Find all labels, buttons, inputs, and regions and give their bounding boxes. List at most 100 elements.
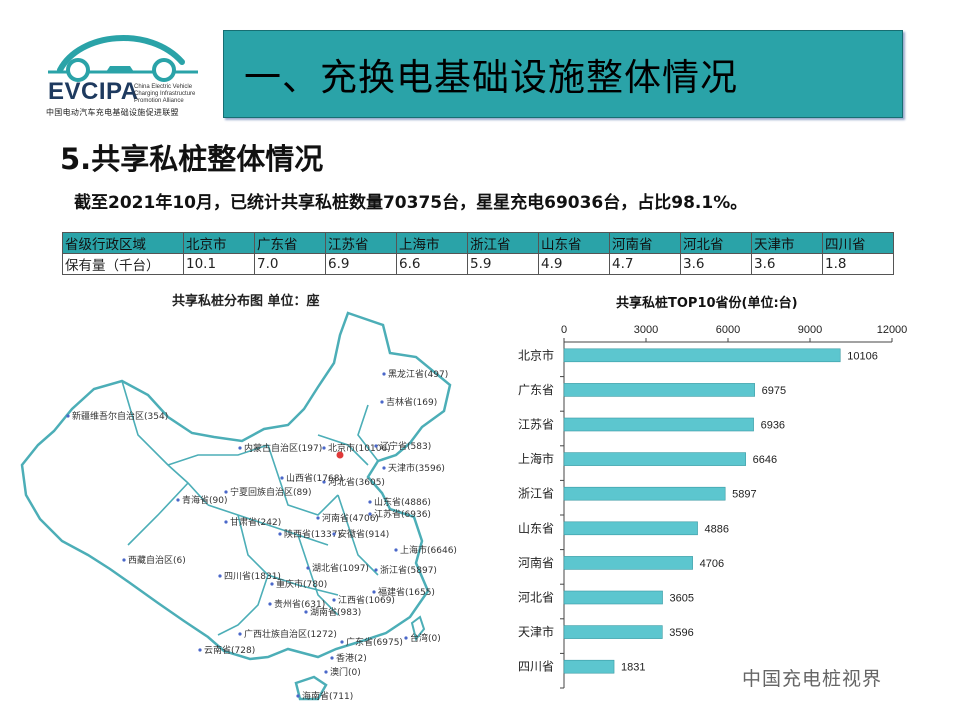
map-point bbox=[382, 372, 386, 376]
category-label: 上海市 bbox=[518, 451, 554, 466]
map-point bbox=[380, 400, 384, 404]
map-label: 江苏省(6936) bbox=[374, 508, 431, 520]
category-label: 浙江省 bbox=[518, 487, 554, 501]
table-header-cell: 江苏省 bbox=[325, 232, 397, 254]
bar bbox=[563, 659, 615, 674]
map-point bbox=[332, 598, 336, 602]
map-label: 湖北省(1097) bbox=[312, 562, 369, 574]
bar bbox=[563, 556, 693, 570]
map-label: 新疆维吾尔自治区(354) bbox=[72, 410, 168, 422]
map-label: 广西壮族自治区(1272) bbox=[244, 628, 337, 640]
chart-title: 共享私桩TOP10省份(单位:台) bbox=[616, 296, 798, 311]
table-header-cell: 四川省 bbox=[822, 232, 894, 254]
map-point bbox=[66, 414, 70, 418]
map-point bbox=[176, 498, 180, 502]
data-label: 5897 bbox=[732, 489, 756, 501]
summary-text: 截至2021年10月，已统计共享私桩数量70375台，星星充电69036台，占比… bbox=[74, 193, 748, 213]
map-point bbox=[394, 548, 398, 552]
table-cell: 1.8 bbox=[822, 253, 894, 275]
logo-chinese: 中国电动汽车充电基础设施促进联盟 bbox=[46, 108, 179, 117]
x-tick-label: 3000 bbox=[634, 324, 658, 336]
category-label: 四川省 bbox=[518, 660, 554, 674]
logo-english: China Electric Vehicle Charging Infrastru… bbox=[134, 84, 196, 104]
table-cell: 6.9 bbox=[325, 253, 397, 275]
map-point bbox=[304, 610, 308, 614]
map-label: 山西省(1768) bbox=[286, 472, 343, 484]
map-label: 贵州省(631) bbox=[274, 598, 325, 610]
table-cell: 3.6 bbox=[751, 253, 823, 275]
data-label: 10106 bbox=[847, 350, 878, 362]
map-point bbox=[374, 444, 378, 448]
data-label: 3605 bbox=[670, 593, 694, 605]
logo-name: EVCIPA bbox=[48, 78, 139, 105]
table-header-cell: 上海市 bbox=[396, 232, 468, 254]
map-label: 天津市(3596) bbox=[388, 462, 445, 474]
map-point bbox=[404, 636, 408, 640]
map-point bbox=[270, 582, 274, 586]
bar bbox=[563, 521, 698, 536]
bar bbox=[563, 625, 663, 639]
map-label: 湖南省(983) bbox=[310, 606, 361, 618]
map-label: 陕西省(1337) bbox=[284, 528, 341, 540]
table-header-cell: 山东省 bbox=[538, 232, 610, 254]
map-label: 西藏自治区(6) bbox=[128, 554, 186, 566]
x-tick-label: 9000 bbox=[798, 324, 822, 336]
table-header-cell: 北京市 bbox=[183, 232, 255, 254]
map-label: 四川省(1831) bbox=[224, 570, 281, 582]
map-point bbox=[368, 512, 372, 516]
province-borders bbox=[121, 380, 379, 636]
category-label: 广东省 bbox=[518, 383, 554, 397]
map-label: 河南省(4706) bbox=[322, 512, 379, 524]
map-point bbox=[296, 694, 300, 698]
title-banner: 一、充换电基础设施整体情况 bbox=[223, 30, 903, 118]
map-point bbox=[306, 566, 310, 570]
table-header-cell: 天津市 bbox=[751, 232, 823, 254]
map-label: 广东省(6975) bbox=[346, 636, 403, 648]
map-label: 甘肃省(242) bbox=[230, 516, 281, 528]
map-label: 浙江省(5897) bbox=[380, 564, 437, 576]
bar bbox=[563, 590, 663, 605]
map-point bbox=[278, 532, 282, 536]
evcipa-logo bbox=[48, 35, 198, 82]
map-label: 辽宁省(583) bbox=[380, 440, 431, 452]
table-row: 保有量（千台） 10.1 7.0 6.9 6.6 5.9 4.9 4.7 3.6… bbox=[62, 253, 894, 275]
map-label: 澳门(0) bbox=[330, 666, 361, 678]
x-tick-label: 0 bbox=[561, 324, 567, 336]
map-label: 福建省(1655) bbox=[378, 586, 435, 598]
data-label: 6975 bbox=[762, 385, 786, 397]
table-header-cell: 河南省 bbox=[609, 232, 681, 254]
map-point bbox=[330, 656, 334, 660]
map-point bbox=[332, 532, 336, 536]
taiwan-outline bbox=[410, 615, 426, 642]
table-cell: 4.9 bbox=[538, 253, 610, 275]
map-point bbox=[238, 446, 242, 450]
china-outline bbox=[20, 311, 452, 661]
map-label: 内蒙古自治区(197) bbox=[244, 442, 322, 454]
map-label: 江西省(1069) bbox=[338, 594, 395, 606]
category-label: 天津市 bbox=[518, 624, 554, 639]
data-label: 4886 bbox=[705, 523, 729, 535]
bar bbox=[563, 417, 754, 432]
map-label: 青海省(90) bbox=[182, 494, 227, 506]
category-label: 江苏省 bbox=[518, 418, 554, 432]
top10-bar-chart: 0 3000 6000 9000 12000 北京市 10106 广东省 6975 江苏省 6936… bbox=[518, 324, 907, 689]
page-title: 一、充换电基础设施整体情况 bbox=[244, 56, 738, 99]
data-label: 3596 bbox=[669, 627, 693, 639]
map-point bbox=[368, 500, 372, 504]
map-label: 宁夏回族自治区(89) bbox=[230, 486, 311, 498]
data-label: 4706 bbox=[700, 558, 724, 570]
table-cell: 保有量（千台） bbox=[62, 253, 184, 275]
table-header-cell: 广东省 bbox=[254, 232, 326, 254]
map-label: 上海市(6646) bbox=[400, 544, 457, 556]
table-header-cell: 省级行政区域 bbox=[62, 232, 184, 254]
table-cell: 6.6 bbox=[396, 253, 468, 275]
section-title: 5.共享私桩整体情况 bbox=[60, 142, 324, 176]
map-point bbox=[324, 670, 328, 674]
category-label: 山东省 bbox=[518, 521, 554, 535]
map-label: 云南省(728) bbox=[204, 644, 255, 656]
bar bbox=[563, 348, 841, 363]
map-point bbox=[372, 590, 376, 594]
category-label: 北京市 bbox=[518, 347, 554, 362]
map-point bbox=[238, 632, 242, 636]
category-label: 河南省 bbox=[518, 555, 554, 570]
